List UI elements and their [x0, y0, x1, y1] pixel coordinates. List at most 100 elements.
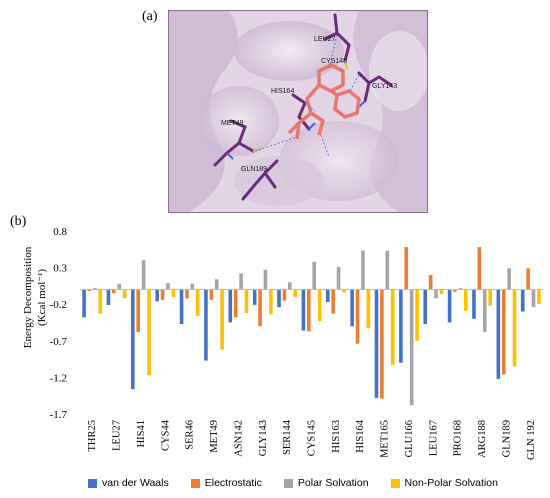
x-tick-label: LEU167 [428, 420, 439, 456]
bar-electrostatic [355, 289, 360, 344]
residue-label-cys145: CYS145 [321, 58, 347, 65]
bar-electrostatic [87, 289, 92, 292]
bar-van-der-waals [374, 289, 379, 398]
bar-non-polar-solvation [122, 289, 127, 299]
bar-electrostatic [404, 247, 409, 290]
x-tick-label: GLY143 [258, 420, 269, 456]
x-tick-label: MET165 [380, 420, 391, 458]
bar-van-der-waals [399, 289, 403, 363]
bar-non-polar-solvation [366, 289, 371, 329]
bar-non-polar-solvation [537, 289, 541, 305]
bar-electrostatic [233, 289, 238, 318]
bar-non-polar-solvation [147, 289, 151, 376]
molecule-illustration: LEU27 CYS145 GLY143 HIS164 MET49 GLN189 [169, 11, 427, 212]
bar-non-polar-solvation [390, 289, 395, 365]
bar-van-der-waals [325, 289, 330, 303]
x-tick-label: GLU166 [404, 420, 415, 457]
x-tick-label: CYS145 [307, 420, 318, 456]
bar-polar-solvation [361, 250, 365, 290]
y-tick-label: 0.8 [53, 226, 67, 238]
bar-polar-solvation [336, 266, 341, 290]
legend-label-electrostatic: Electrostatic [204, 477, 262, 489]
bar-van-der-waals [131, 289, 135, 390]
bar-polar-solvation [312, 261, 316, 290]
legend-item-van-der-waals: van der Waals [88, 477, 169, 489]
bar-non-polar-solvation [512, 289, 517, 367]
bar-non-polar-solvation [195, 289, 200, 316]
legend-swatch-electrostatic [190, 478, 200, 488]
bar-van-der-waals [82, 289, 86, 318]
bar-polar-solvation [93, 288, 97, 290]
x-tick-label: CYS44 [160, 419, 171, 451]
bar-van-der-waals [155, 289, 159, 302]
bar-van-der-waals [106, 289, 111, 305]
x-tick-label: THR25 [87, 420, 98, 452]
x-tick-label: SER144 [282, 419, 293, 455]
x-axis-labels: THR25 LEU27 HIS41 CYS44 SER46 MET49 ASN142 GLY1… [87, 419, 537, 460]
bar-polar-solvation [434, 289, 438, 299]
legend-swatch-non-polar-solvation [390, 478, 400, 488]
bar-non-polar-solvation [171, 289, 176, 297]
bar-van-der-waals [423, 289, 428, 324]
residue-label-met49: MET49 [221, 120, 244, 127]
chart-legend: van der Waals Electrostatic Polar Solvat… [88, 477, 548, 489]
bar-electrostatic [331, 289, 335, 314]
bar-electrostatic [282, 289, 287, 301]
bar-non-polar-solvation [269, 289, 273, 315]
bar-polar-solvation [263, 269, 268, 290]
bar-electrostatic [209, 289, 214, 300]
y-axis-ticks: 0.8 0.3 -0.2 -0.7 -1.2 -1.7 [50, 226, 68, 421]
legend-swatch-van-der-waals [88, 478, 97, 488]
x-tick-label: MET49 [209, 420, 220, 453]
x-tick-label: HIS163 [331, 420, 342, 453]
bar-van-der-waals [496, 289, 501, 379]
bar-electrostatic [526, 268, 530, 290]
legend-label-non-polar-solvation: Non-Polar Solvation [404, 477, 498, 489]
y-axis-label-line1: Energy Decomposition [22, 246, 34, 348]
bar-polar-solvation [409, 289, 414, 406]
x-tick-label: GLN 192 [526, 420, 537, 460]
energy-decomposition-chart: Energy Decomposition (Kcal mol⁻¹) 0.8 0.3… [22, 226, 543, 460]
bar-van-der-waals [520, 289, 525, 312]
bar-polar-solvation [117, 283, 122, 290]
bar-electrostatic [112, 289, 116, 294]
bar-van-der-waals [350, 289, 354, 327]
bar-van-der-waals [204, 289, 208, 361]
y-tick-label: -1.2 [50, 372, 67, 384]
bar-polar-solvation [141, 260, 146, 290]
bar-polar-solvation [190, 283, 195, 290]
legend-label-van-der-waals: van der Waals [102, 477, 169, 489]
residue-label-gly143: GLY143 [372, 83, 397, 90]
y-axis-label-line2: (Kcal mol⁻¹) [36, 269, 48, 326]
bar-van-der-waals [301, 289, 306, 331]
bar-electrostatic [160, 289, 165, 300]
bar-van-der-waals [179, 289, 184, 324]
binding-pocket-image: LEU27 CYS145 GLY143 HIS164 MET49 GLN189 [168, 10, 428, 213]
x-tick-label: PRO168 [453, 420, 464, 456]
x-tick-label: HIS41 [136, 420, 147, 447]
bar-non-polar-solvation [293, 289, 298, 297]
bar-non-polar-solvation [342, 289, 346, 293]
residue-label-his164: HIS164 [271, 88, 294, 95]
bar-polar-solvation [166, 282, 170, 290]
bars [82, 247, 541, 406]
bar-polar-solvation [288, 282, 292, 290]
bar-polar-solvation [458, 288, 463, 290]
bar-van-der-waals [447, 289, 452, 323]
bar-electrostatic [428, 274, 433, 290]
bar-polar-solvation [531, 289, 536, 308]
bar-electrostatic [185, 289, 189, 299]
bar-polar-solvation [239, 273, 243, 290]
x-tick-label: ASN142 [233, 420, 244, 457]
bar-electrostatic [258, 289, 262, 327]
bar-non-polar-solvation [415, 289, 419, 341]
bar-van-der-waals [252, 289, 257, 305]
y-tick-label: -1.7 [50, 409, 68, 421]
bar-non-polar-solvation [220, 289, 224, 350]
bar-non-polar-solvation [488, 289, 492, 306]
legend-label-polar-solvation: Polar Solvation [297, 477, 369, 489]
bar-non-polar-solvation [464, 289, 468, 311]
residue-label-leu27: LEU27 [314, 36, 336, 43]
y-tick-label: -0.7 [50, 336, 68, 348]
panel-label-a: (a) [142, 9, 158, 24]
